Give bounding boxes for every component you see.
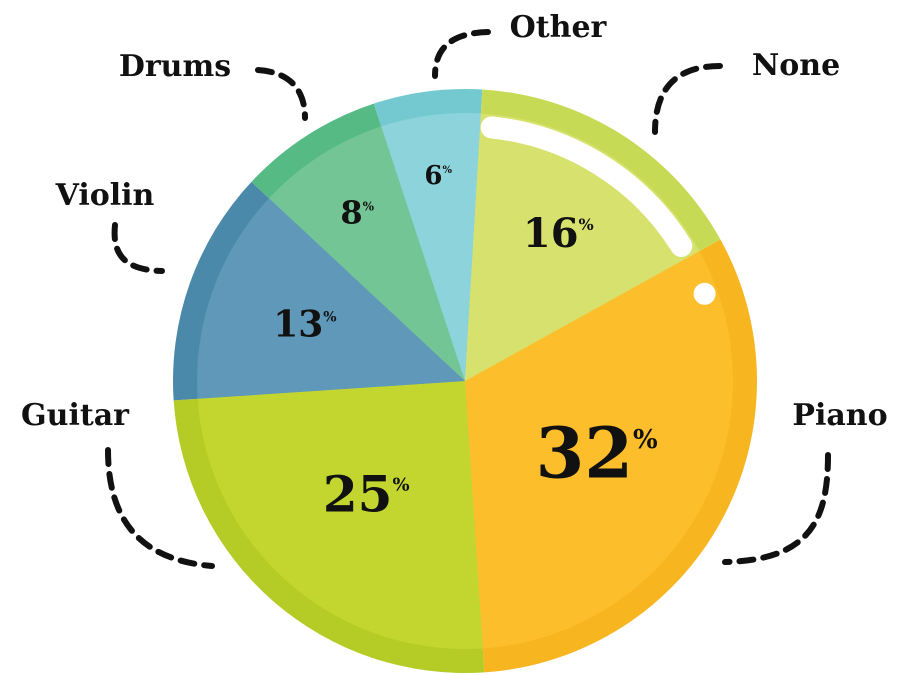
value-label-guitar: 25% — [323, 464, 410, 523]
category-label-guitar: Guitar — [21, 398, 130, 433]
pie-inner-shading — [197, 112, 734, 649]
category-label-violin: Violin — [55, 178, 155, 213]
callout-line-none — [652, 63, 723, 135]
slice-inner-drums — [269, 126, 465, 381]
callout-line-other — [432, 29, 491, 79]
callout-lines — [105, 29, 831, 569]
slice-inner-violin — [197, 198, 465, 399]
callout-line-piano — [722, 452, 831, 565]
value-number-piano: 32 — [536, 411, 633, 494]
value-label-none: 16% — [523, 210, 594, 257]
category-label-none: None — [752, 48, 840, 83]
percent-sign-other: % — [442, 165, 452, 176]
value-label-drums: 8% — [340, 194, 374, 232]
category-label-piano: Piano — [792, 398, 887, 433]
percent-sign-none: % — [579, 215, 594, 234]
value-label-other: 6% — [424, 161, 452, 191]
percent-sign-piano: % — [633, 425, 658, 455]
value-number-guitar: 25 — [323, 464, 393, 523]
slice-inner-guitar — [197, 381, 483, 649]
percent-sign-drums: % — [363, 199, 375, 213]
value-number-other: 6 — [424, 161, 442, 191]
value-label-piano: 32% — [536, 411, 658, 494]
percent-sign-violin: % — [323, 310, 336, 326]
category-label-other: Other — [510, 10, 608, 45]
callout-line-violin — [111, 222, 165, 274]
value-label-violin: 13% — [273, 304, 336, 346]
value-number-none: 16 — [523, 210, 579, 257]
value-number-violin: 13 — [273, 304, 323, 346]
category-label-drums: Drums — [119, 49, 231, 84]
value-labels: 32%25%13%8%6%16% — [273, 161, 658, 524]
category-labels: Piano Guitar Violin Drums Other None — [21, 10, 888, 433]
value-number-drums: 8 — [340, 194, 362, 232]
slice-inner-piano — [465, 251, 734, 649]
gloss-arc — [480, 116, 693, 257]
callout-line-guitar — [105, 447, 215, 569]
gloss-dot — [693, 282, 716, 305]
percent-sign-guitar: % — [392, 474, 409, 495]
slice-inner-none — [465, 113, 700, 381]
gloss-highlight — [480, 116, 716, 305]
slice-inner-other — [381, 112, 481, 381]
callout-line-drums — [255, 67, 308, 121]
